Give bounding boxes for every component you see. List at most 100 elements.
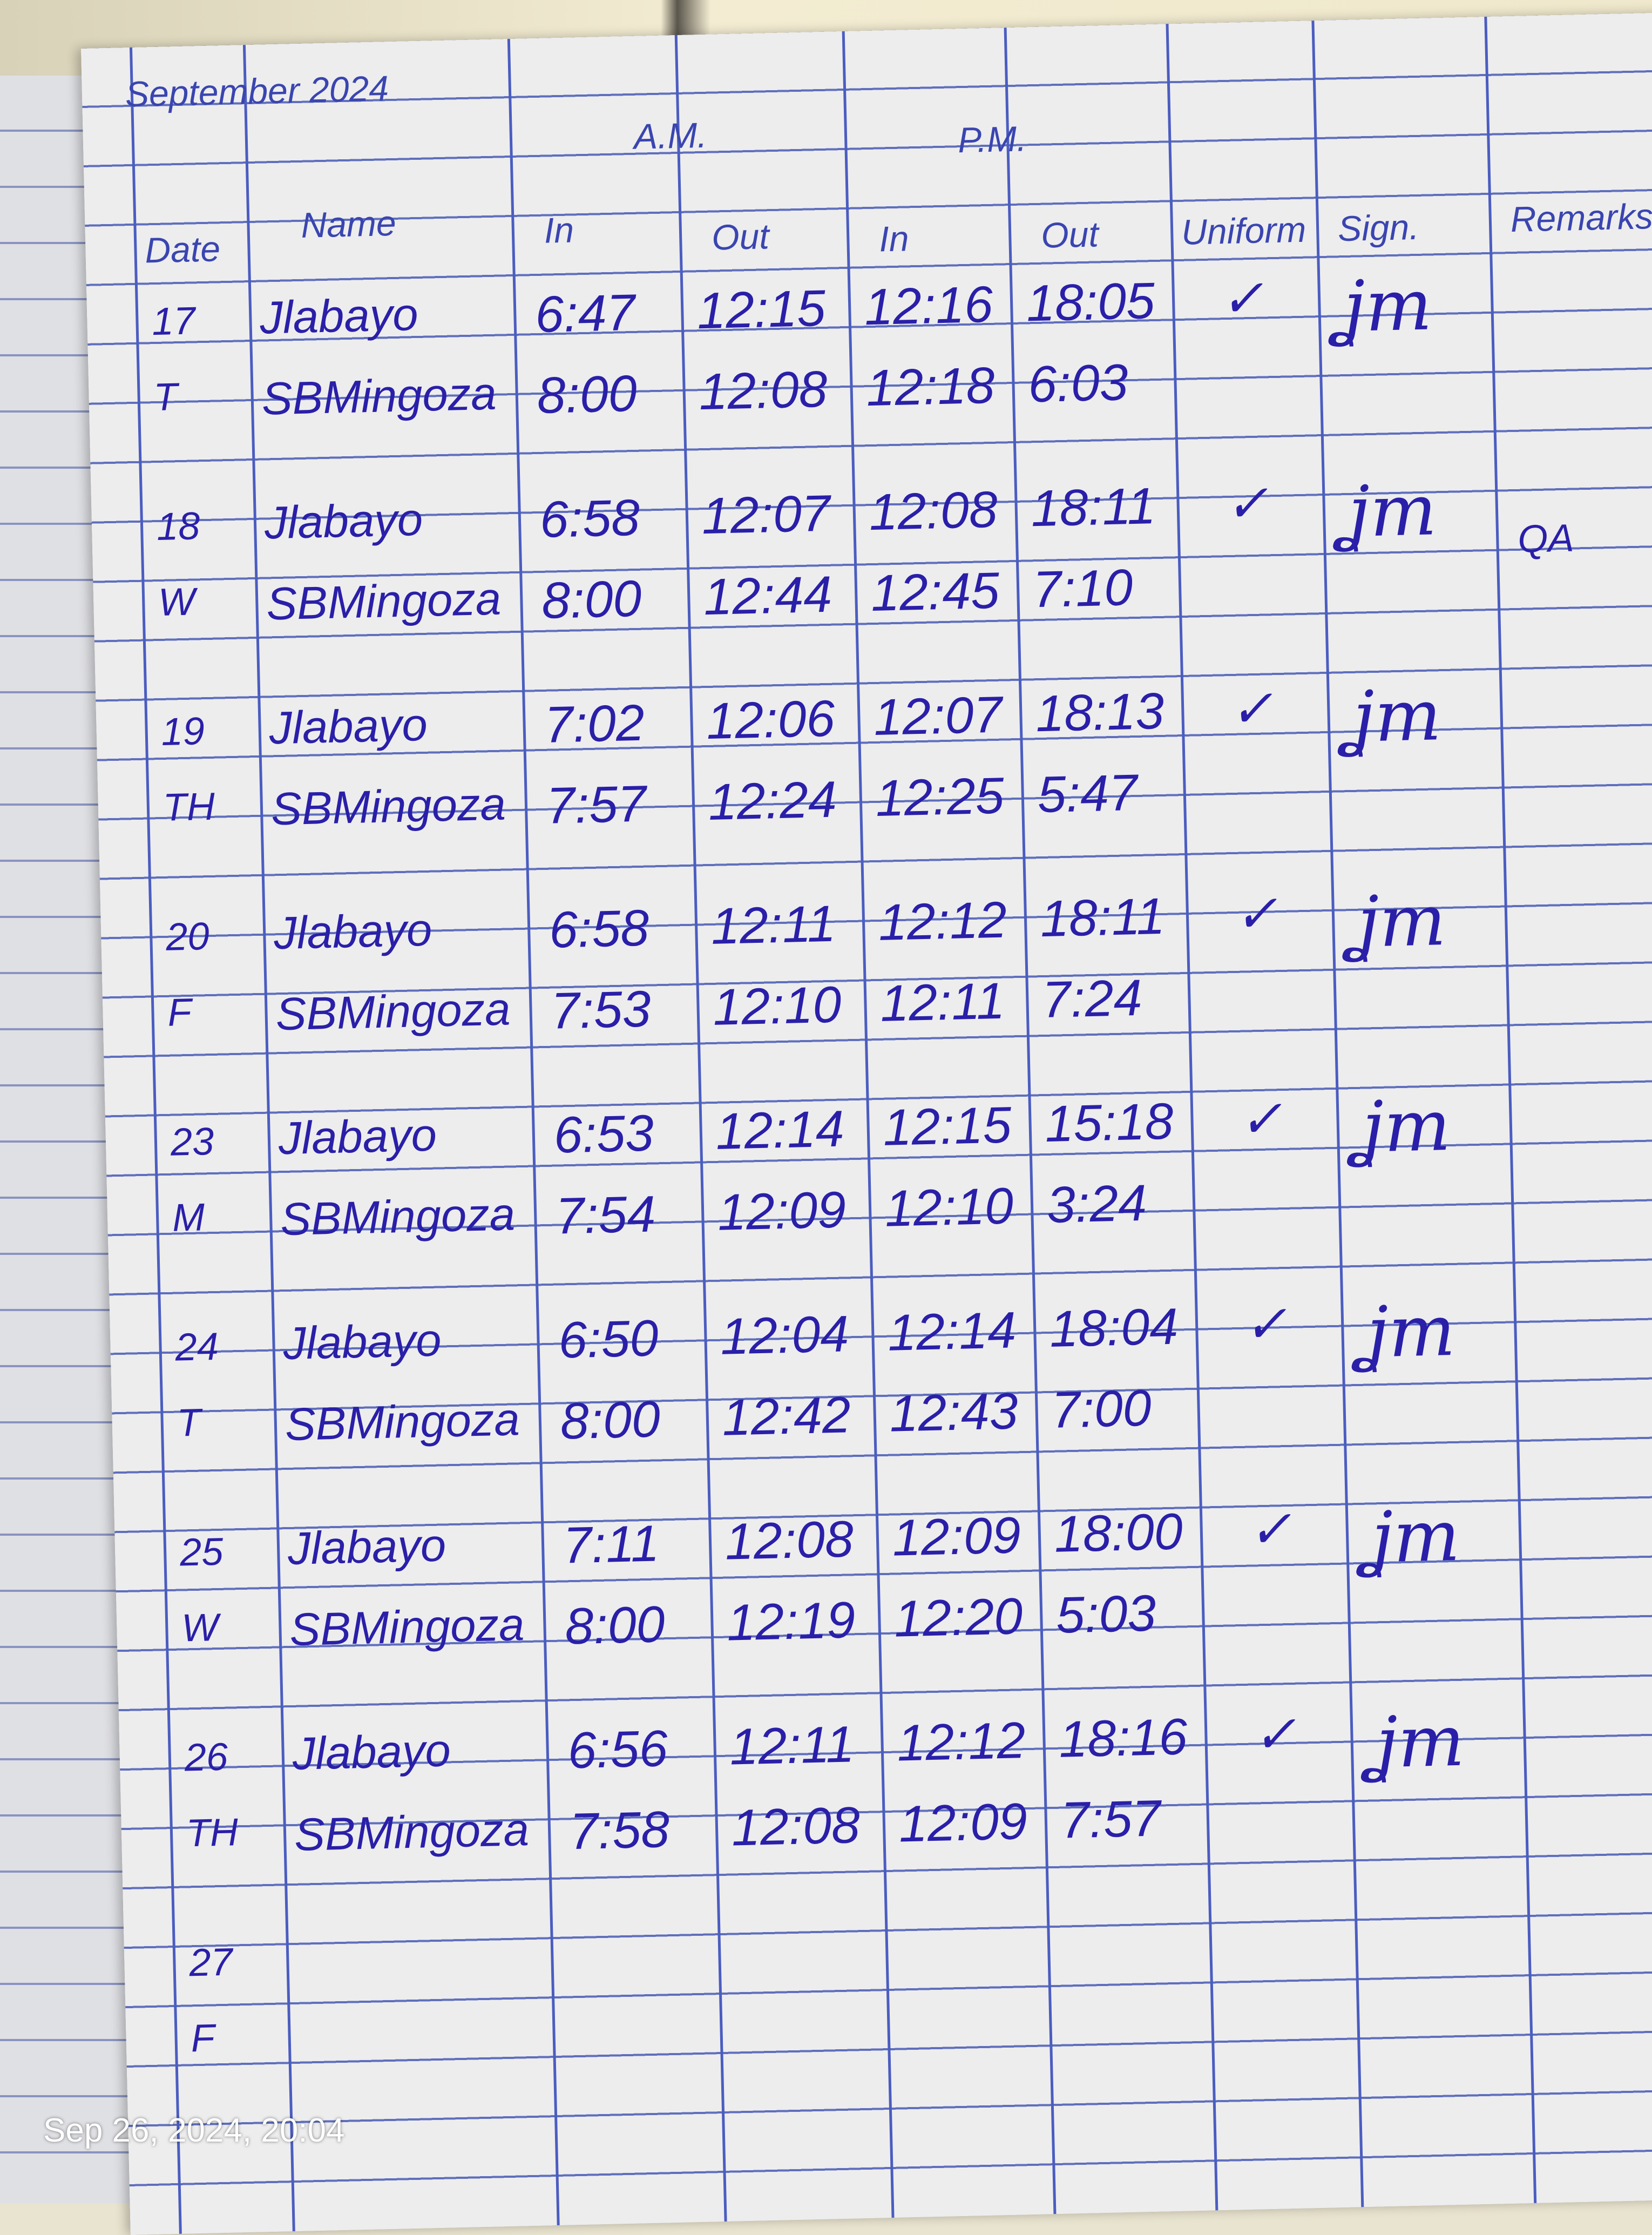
entry-am-out: 12:42 [721, 1386, 851, 1447]
entry-pm-out: 18:11 [1030, 477, 1156, 538]
column-divider [1166, 24, 1218, 2211]
entry-pm-in: 12:07 [873, 686, 1003, 746]
day-weekday: TH [186, 1811, 239, 1855]
entry-am-in: 8:00 [559, 1390, 661, 1450]
sign-column-header: Sign. [1337, 206, 1420, 249]
entry-pm-out: 18:04 [1049, 1298, 1179, 1358]
entry-pm-in: 12:43 [889, 1382, 1019, 1443]
entry-pm-in: 12:08 [868, 481, 998, 542]
entry-am-out: 12:08 [730, 1797, 861, 1857]
entry-pm-in: 12:12 [896, 1712, 1026, 1772]
signature-icon: ʝm [1371, 1699, 1466, 1784]
remarks-column-header: Remarks [1510, 196, 1652, 239]
day-date: 23 [170, 1119, 214, 1164]
entry-name: SBMingoza [294, 1804, 530, 1861]
am-out-column-header: Out [711, 216, 770, 258]
entry-name: Jlabayo [287, 1520, 447, 1575]
entry-am-in: 6:58 [549, 899, 650, 959]
day-weekday: F [190, 2016, 215, 2061]
entry-pm-out: 7:57 [1060, 1790, 1161, 1849]
entry-am-out: 12:06 [706, 690, 836, 751]
signature-icon: ʝm [1338, 264, 1433, 348]
entry-name: Jlabayo [292, 1725, 451, 1780]
day-date: 24 [174, 1325, 219, 1369]
entry-pm-in: 12:14 [887, 1301, 1017, 1362]
entry-pm-out: 18:16 [1058, 1708, 1188, 1768]
day-date: 19 [160, 710, 205, 754]
entry-name: SBMingoza [270, 778, 506, 835]
entry-pm-in: 12:15 [882, 1096, 1012, 1157]
entry-pm-in: 12:09 [898, 1793, 1028, 1853]
day-date: 18 [156, 504, 201, 549]
entry-am-in: 6:47 [534, 283, 636, 344]
photo-timestamp: Sep 26, 2024, 20:04 [43, 2112, 345, 2149]
entry-am-out: 12:11 [729, 1716, 855, 1776]
uniform-column-header: Uniform [1181, 209, 1307, 252]
column-divider [1484, 16, 1537, 2203]
entry-am-in: 8:00 [536, 364, 638, 424]
day-weekday: TH [163, 785, 215, 829]
pm-out-column-header: Out [1040, 214, 1099, 255]
day-weekday: W [181, 1605, 219, 1650]
entry-name: SBMingoza [284, 1394, 520, 1451]
entry-pm-out: 7:24 [1041, 969, 1143, 1029]
entry-am-in: 7:11 [562, 1515, 660, 1575]
entry-name: Jlabayo [277, 1109, 437, 1165]
entry-am-out: 12:14 [715, 1100, 845, 1160]
entry-pm-out: 15:18 [1044, 1092, 1174, 1153]
column-divider [1311, 21, 1364, 2207]
entry-am-out: 12:15 [696, 279, 827, 340]
entry-pm-out: 7:10 [1032, 559, 1134, 619]
entry-am-in: 6:50 [558, 1309, 659, 1369]
am-in-column-header: In [544, 210, 574, 251]
signature-icon: ʝm [1357, 1084, 1452, 1169]
entry-pm-out: 18:00 [1053, 1503, 1183, 1563]
day-weekday: T [176, 1401, 201, 1445]
entry-am-in: 6:58 [539, 489, 641, 549]
date-column-header: Date [144, 228, 221, 271]
entry-name: SBMingoza [280, 1189, 516, 1246]
entry-am-out: 12:11 [710, 895, 837, 955]
day-weekday: M [172, 1196, 206, 1240]
day-date: 20 [165, 915, 210, 959]
day-date: 27 [188, 1940, 233, 1985]
entry-pm-in: 12:09 [891, 1507, 1021, 1567]
entry-name: SBMingoza [289, 1599, 525, 1656]
entry-am-in: 7:53 [550, 980, 652, 1040]
entry-pm-out: 18:05 [1025, 272, 1156, 333]
month-heading: September 2024 [125, 68, 389, 114]
remarks-text: QA [1517, 516, 1575, 561]
name-column-header: Name [300, 202, 397, 245]
signature-icon: ʝm [1366, 1494, 1461, 1579]
entry-am-in: 7:54 [555, 1185, 656, 1245]
entry-pm-in: 12:20 [893, 1588, 1024, 1648]
entry-am-out: 12:09 [717, 1181, 847, 1241]
day-date: 17 [151, 299, 196, 344]
pm-heading: P.M. [957, 118, 1027, 160]
uniform-check: ✓ [1224, 475, 1269, 534]
entry-pm-out: 7:00 [1051, 1379, 1152, 1439]
logbook-page: September 2024 A.M. P.M. Date Name In Ou… [81, 12, 1652, 2235]
entry-am-in: 8:00 [541, 570, 642, 630]
entry-name: Jlabayo [263, 494, 424, 549]
entry-am-in: 6:53 [553, 1104, 654, 1164]
entry-am-in: 8:00 [564, 1596, 666, 1656]
entry-am-in: 6:56 [567, 1720, 668, 1780]
day-date: 25 [179, 1530, 224, 1575]
day-date: 26 [184, 1735, 228, 1780]
uniform-check: ✓ [1234, 885, 1278, 943]
entry-am-out: 12:19 [726, 1591, 856, 1652]
uniform-check: ✓ [1220, 269, 1264, 328]
entry-am-out: 12:10 [712, 976, 842, 1036]
pm-in-column-header: In [878, 218, 910, 259]
entry-am-out: 12:04 [720, 1305, 850, 1366]
entry-name: Jlabayo [273, 904, 433, 960]
entry-pm-out: 5:03 [1055, 1584, 1157, 1644]
entry-pm-in: 12:10 [884, 1177, 1014, 1238]
entry-name: Jlabayo [268, 699, 428, 754]
entry-pm-in: 12:18 [865, 356, 996, 417]
entry-name: SBMingoza [266, 573, 502, 630]
entry-am-in: 7:02 [544, 694, 645, 754]
entry-name: SBMingoza [275, 983, 511, 1041]
signature-icon: ʝm [1352, 879, 1447, 963]
